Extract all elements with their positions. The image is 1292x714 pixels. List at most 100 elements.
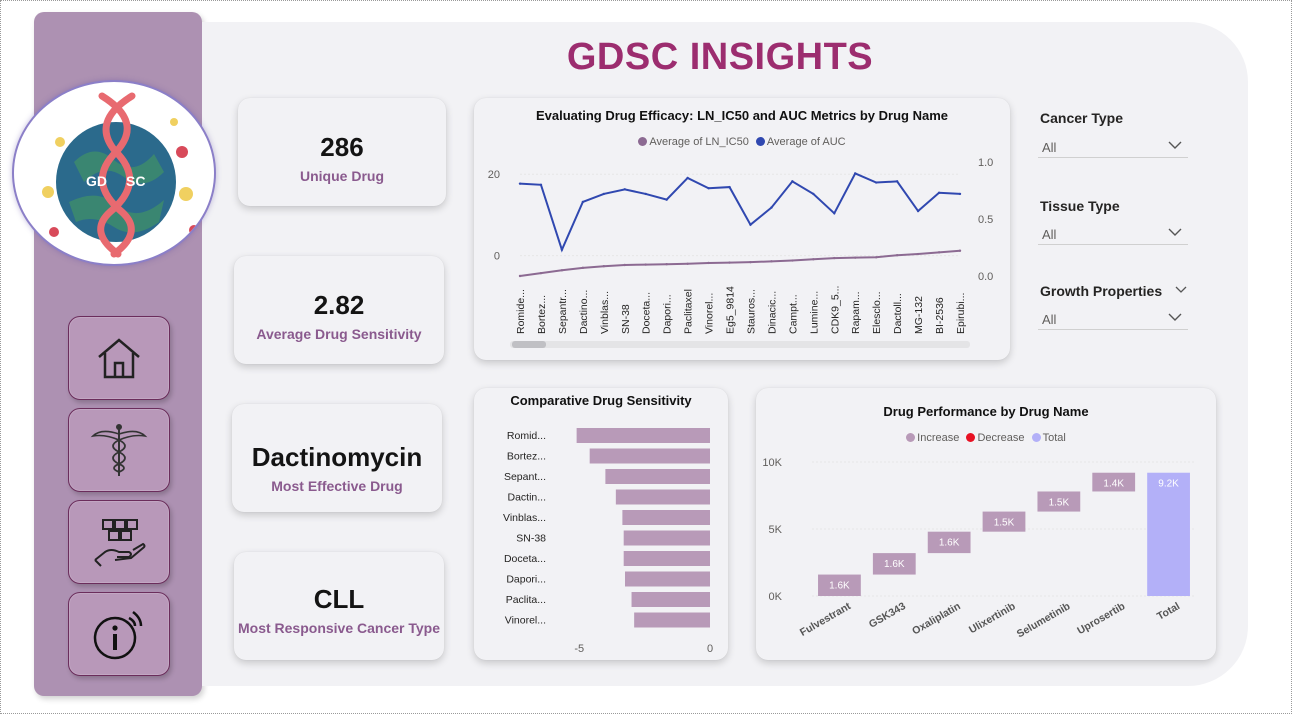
- kpi-card-most-responsive-cancer: CLL Most Responsive Cancer Type: [234, 552, 444, 660]
- nav-info-button[interactable]: [68, 592, 170, 676]
- data-point[interactable]: [644, 192, 647, 196]
- series-line-auc[interactable]: [519, 172, 961, 253]
- data-point[interactable]: [854, 256, 857, 259]
- data-label: 1.6K: [829, 581, 850, 592]
- bar-chart-card[interactable]: Comparative Drug Sensitivity Romid... Bor…: [474, 388, 728, 660]
- data-label: 1.5K: [994, 518, 1015, 529]
- x-tick-label: Romide...: [515, 289, 527, 334]
- data-point[interactable]: [665, 198, 668, 201]
- data-point[interactable]: [916, 209, 920, 213]
- bar[interactable]: [631, 592, 710, 607]
- kpi-card-most-effective-drug: Dactinomycin Most Effective Drug: [232, 404, 442, 512]
- data-point[interactable]: [707, 187, 710, 190]
- data-point[interactable]: [686, 176, 689, 180]
- data-point[interactable]: [874, 181, 878, 184]
- increase-bar[interactable]: [982, 511, 1026, 532]
- data-point[interactable]: [916, 252, 920, 256]
- data-point[interactable]: [518, 274, 522, 278]
- data-point[interactable]: [581, 266, 585, 270]
- bar[interactable]: [576, 428, 710, 443]
- data-point[interactable]: [791, 259, 794, 262]
- data-point[interactable]: [874, 256, 878, 259]
- data-point[interactable]: [518, 182, 522, 185]
- data-point[interactable]: [623, 263, 626, 267]
- bar[interactable]: [605, 469, 710, 484]
- page-title: GDSC INSIGHTS: [566, 36, 874, 78]
- total-bar[interactable]: [1147, 472, 1190, 596]
- increase-bar[interactable]: [1092, 472, 1136, 492]
- data-point[interactable]: [728, 261, 731, 264]
- y-tick-right: 0.5: [978, 214, 993, 226]
- data-point[interactable]: [895, 254, 899, 257]
- filter-dropdown-cancer-type[interactable]: All: [1038, 134, 1188, 158]
- bar[interactable]: [615, 489, 710, 505]
- data-point[interactable]: [581, 200, 585, 204]
- y-tick-label: Vinorel...: [505, 615, 546, 627]
- home-icon: [98, 338, 140, 379]
- filter-dropdown-tissue-type[interactable]: All: [1038, 221, 1188, 245]
- line-chart-scrollbar-thumb[interactable]: [512, 341, 546, 348]
- bar[interactable]: [634, 612, 710, 628]
- data-point[interactable]: [686, 262, 689, 265]
- data-point[interactable]: [770, 206, 773, 209]
- waterfall-chart-card[interactable]: Drug Performance by Drug Name Increase D…: [756, 388, 1216, 660]
- increase-bar[interactable]: [927, 531, 971, 554]
- x-tick-label: Oxaliplatin: [910, 600, 962, 637]
- data-point[interactable]: [791, 180, 794, 183]
- chevron-down-icon: [1168, 313, 1182, 321]
- data-point[interactable]: [560, 269, 564, 272]
- data-point[interactable]: [707, 261, 710, 265]
- data-point[interactable]: [728, 185, 731, 189]
- data-point[interactable]: [812, 192, 815, 196]
- bar[interactable]: [625, 571, 710, 587]
- data-point[interactable]: [560, 248, 564, 251]
- y-tick-label: Sepant...: [504, 471, 546, 483]
- x-tick-label: SN-38: [620, 304, 632, 334]
- filter-dropdown-growth-properties[interactable]: All: [1038, 306, 1188, 330]
- line-chart-scrollbar-track[interactable]: [510, 341, 970, 348]
- data-point[interactable]: [749, 223, 752, 226]
- data-point[interactable]: [958, 249, 962, 252]
- series-line-ic50[interactable]: [519, 249, 961, 277]
- nav-home-button[interactable]: [68, 316, 170, 400]
- data-point[interactable]: [539, 271, 543, 275]
- filter-label-growth-properties: Growth Properties: [1040, 283, 1163, 299]
- line-chart-card[interactable]: Evaluating Drug Efficacy: LN_IC50 and AU…: [474, 98, 1010, 360]
- nav-medical-button[interactable]: [68, 408, 170, 492]
- y-tick-label: Romid...: [507, 430, 546, 442]
- data-point[interactable]: [644, 263, 647, 266]
- data-point[interactable]: [833, 256, 836, 260]
- x-tick-label: MG-132: [913, 296, 925, 334]
- data-point[interactable]: [602, 265, 606, 268]
- increase-bar[interactable]: [872, 553, 916, 575]
- legend-item-total[interactable]: Total: [1031, 432, 1066, 444]
- legend-item-ic50[interactable]: Average of LN_IC50: [638, 136, 749, 148]
- data-point[interactable]: [602, 192, 606, 196]
- data-point[interactable]: [833, 212, 836, 215]
- legend-item-auc[interactable]: Average of AUC: [755, 136, 846, 148]
- data-point[interactable]: [895, 180, 899, 183]
- bar[interactable]: [622, 510, 710, 525]
- data-point[interactable]: [937, 251, 941, 254]
- nav-delivery-button[interactable]: [68, 500, 170, 584]
- x-tick-label: Rapam...: [850, 291, 862, 334]
- bar[interactable]: [589, 448, 710, 464]
- y-tick-label: Dactin...: [507, 492, 546, 504]
- bar[interactable]: [623, 551, 710, 566]
- legend-item-increase[interactable]: Increase: [906, 432, 959, 444]
- x-tick-label: Eg5_9814: [725, 286, 737, 334]
- data-point[interactable]: [812, 258, 815, 261]
- bar[interactable]: [623, 530, 710, 546]
- data-point[interactable]: [854, 172, 857, 175]
- growth-properties-collapse-chevron-icon[interactable]: [1175, 285, 1187, 294]
- data-point[interactable]: [539, 183, 543, 186]
- data-point[interactable]: [665, 262, 668, 266]
- increase-bar[interactable]: [818, 574, 861, 596]
- increase-bar[interactable]: [1037, 491, 1081, 512]
- data-point[interactable]: [749, 260, 752, 264]
- data-point[interactable]: [937, 191, 941, 194]
- data-point[interactable]: [623, 188, 626, 191]
- legend-item-decrease[interactable]: Decrease: [966, 432, 1025, 444]
- data-point[interactable]: [958, 192, 962, 196]
- data-point[interactable]: [770, 260, 773, 263]
